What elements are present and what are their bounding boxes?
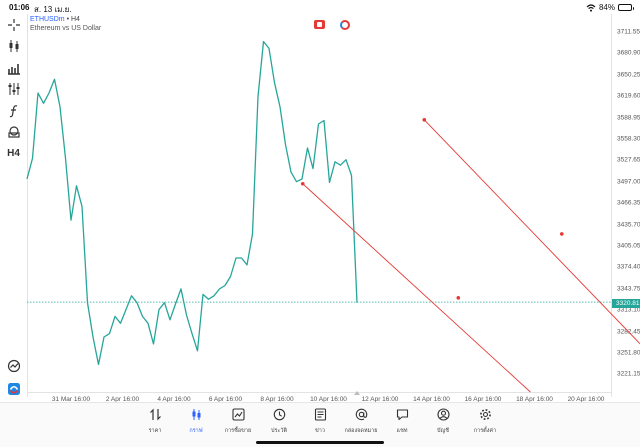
crosshair-tool-button[interactable] <box>5 16 22 33</box>
wifi-icon <box>586 3 596 12</box>
price-tick-label: 3221.15 <box>617 370 640 378</box>
current-price-label: 3320.81 <box>612 299 640 308</box>
gauge-icon <box>7 359 20 372</box>
objects-button[interactable] <box>5 123 22 140</box>
time-tick-label: 20 Apr 16:00 <box>567 396 605 403</box>
chart-type-button[interactable] <box>5 37 22 54</box>
header-separator: • <box>66 16 70 23</box>
tab-label: การซื้อขาย <box>224 428 252 434</box>
trade-chart-icon <box>231 408 245 421</box>
bars-icon <box>7 63 20 75</box>
tab-label: แชท <box>396 428 408 434</box>
time-tick-label: 6 Apr 16:00 <box>208 396 243 403</box>
tab-quotes[interactable]: ราคา <box>135 408 175 435</box>
tab-account[interactable]: บัญชี <box>423 408 463 435</box>
price-tick-label: 3497.00 <box>617 178 640 186</box>
tab-label: กราฟ <box>189 428 203 434</box>
price-tick-label: 3374.40 <box>617 263 640 271</box>
time-tick-label: 2 Apr 16:00 <box>105 396 140 403</box>
signals-logo-icon <box>7 382 20 395</box>
signals-button[interactable] <box>5 380 22 397</box>
status-date: ส. 13 เม.ย. <box>34 5 72 14</box>
price-tick-label: 3527.65 <box>617 156 640 164</box>
flag-badge-icon[interactable] <box>314 20 325 29</box>
time-tick-label: 8 Apr 16:00 <box>260 396 294 403</box>
bottom-tab-bar: ราคา กราฟ การซื้อขาย ประวัติ ข่าว กล่องจ… <box>0 402 640 447</box>
price-tick-label: 3558.30 <box>617 135 640 143</box>
battery-percent: 84% <box>598 3 615 12</box>
indicators-button[interactable] <box>5 80 22 97</box>
home-indicator <box>256 441 384 444</box>
tab-settings[interactable]: การตั้งค่า <box>465 408 505 435</box>
timeframe-label: H4 <box>7 148 20 159</box>
time-tick-label: 10 Apr 16:00 <box>310 396 347 403</box>
quotes-icon <box>149 408 161 421</box>
time-tick-label: 16 Apr 16:00 <box>464 396 502 403</box>
time-tick-label: 31 Mar 16:00 <box>51 396 91 403</box>
symbol-name[interactable]: ETHUSDm <box>30 16 65 23</box>
status-right: 84% <box>586 3 634 12</box>
function-icon <box>9 104 17 117</box>
trade-insight-button[interactable] <box>5 357 22 374</box>
candles-icon <box>192 409 200 420</box>
price-tick-label: 3405.05 <box>617 242 640 250</box>
price-tick-label: 3343.75 <box>617 285 640 293</box>
chart-header: ETHUSDm • H4 Ethereum vs US Dollar <box>30 15 101 33</box>
left-toolbar: H4 <box>0 14 27 397</box>
tab-chat[interactable]: แชท <box>382 408 422 435</box>
tab-news[interactable]: ข่าว <box>300 408 340 435</box>
tab-mailbox[interactable]: กล่องจดหมาย <box>341 408 381 435</box>
time-tick-label: 14 Apr 16:00 <box>413 396 450 403</box>
tab-label: การตั้งค่า <box>473 428 497 434</box>
price-tick-label: 3588.95 <box>617 114 640 122</box>
tab-label: ข่าว <box>315 428 325 434</box>
functions-button[interactable] <box>5 102 22 119</box>
shapes-icon <box>7 125 20 138</box>
time-tick-label: 12 Apr 16:00 <box>361 396 399 403</box>
price-tick-label: 3435.70 <box>617 221 640 229</box>
tab-label: ประวัติ <box>270 428 288 434</box>
timeframe-button[interactable]: H4 <box>5 145 22 162</box>
battery-icon <box>618 4 634 11</box>
history-icon <box>273 408 285 421</box>
price-tick-label: 3466.35 <box>617 199 640 207</box>
crosshair-icon <box>7 18 20 31</box>
tab-label: บัญชี <box>437 428 449 434</box>
tab-label: ราคา <box>148 428 162 434</box>
account-icon <box>436 408 450 421</box>
time-axis[interactable] <box>27 392 611 402</box>
price-tick-label: 3650.25 <box>617 71 640 79</box>
time-tick-label: 4 Apr 16:00 <box>157 396 191 403</box>
settings-icon <box>479 409 491 420</box>
mailbox-icon <box>355 408 367 421</box>
tab-history[interactable]: ประวัติ <box>259 408 299 435</box>
tab-chart[interactable]: กราฟ <box>176 408 216 435</box>
price-tick-label: 3619.60 <box>617 92 640 100</box>
tab-label: กล่องจดหมาย <box>344 428 378 434</box>
tab-trade[interactable]: การซื้อขาย <box>218 408 258 435</box>
price-tick-label: 3711.55 <box>617 28 640 36</box>
price-tick-label: 3282.45 <box>617 328 640 336</box>
price-tick-label: 3251.80 <box>617 349 640 357</box>
status-time: 01:06 <box>9 3 30 12</box>
indicators-icon <box>8 82 19 95</box>
status-bar: 01:06 ส. 13 เม.ย. 84% <box>0 0 640 14</box>
chat-icon <box>396 409 408 421</box>
candles-icon <box>9 39 18 52</box>
symbol-description: Ethereum vs US Dollar <box>30 25 102 32</box>
header-badges <box>314 20 350 30</box>
volume-button[interactable] <box>5 59 22 76</box>
price-tick-label: 3680.90 <box>617 49 640 57</box>
news-icon <box>314 408 326 421</box>
time-tick-label: 18 Apr 16:00 <box>516 396 553 403</box>
header-timeframe: H4 <box>70 16 80 23</box>
signal-badge-icon[interactable] <box>340 20 350 30</box>
chart-area[interactable] <box>27 14 611 397</box>
